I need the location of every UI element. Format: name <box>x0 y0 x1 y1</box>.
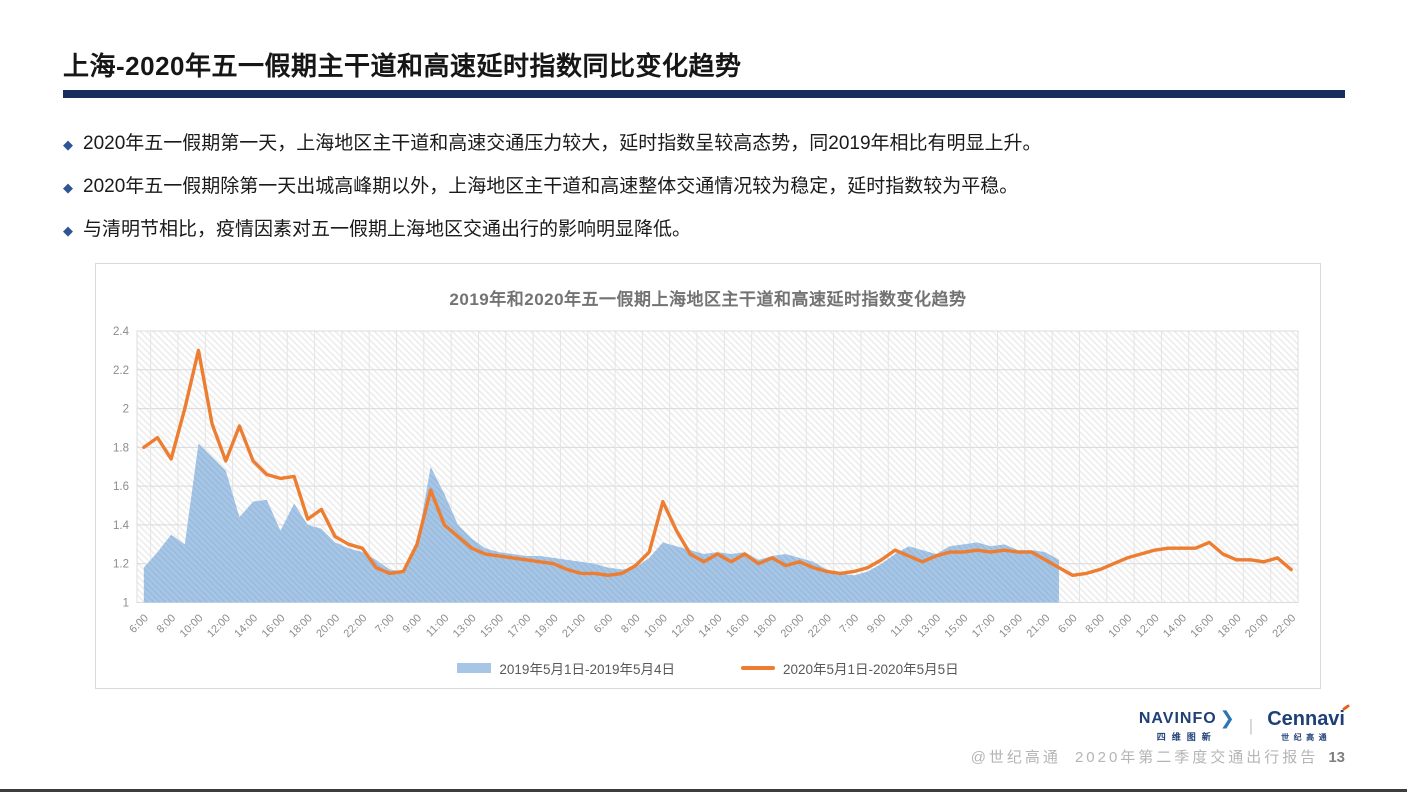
svg-text:1: 1 <box>123 598 129 610</box>
chart-card: 2019年和2020年五一假期上海地区主干道和高速延时指数变化趋势 1 1.2 1.… <box>95 263 1321 689</box>
bullet-text: 与清明节相比，疫情因素对五一假期上海地区交通出行的影响明显降低。 <box>83 219 692 240</box>
svg-text:1.4: 1.4 <box>113 520 130 532</box>
svg-text:19:00: 19:00 <box>533 612 561 640</box>
svg-text:11:00: 11:00 <box>424 612 451 639</box>
legend-item-2019: 2019年5月1日-2019年5月4日 <box>457 658 675 678</box>
svg-text:12:00: 12:00 <box>205 612 233 640</box>
page-title: 上海-2020年五一假期主干道和高速延时指数同比变化趋势 <box>63 51 742 81</box>
svg-text:15:00: 15:00 <box>478 612 506 640</box>
report-title-text: 2020年第二季度交通出行报告 <box>1074 749 1319 766</box>
svg-text:2.4: 2.4 <box>113 326 130 338</box>
cennavi-wordmark-text: Cennavi <box>1267 708 1345 730</box>
legend-item-2020: 2020年5月1日-2020年5月5日 <box>741 658 959 678</box>
navinfo-wordmark: NAVINFO <box>1138 709 1217 727</box>
credit-text: @世纪高通 <box>970 749 1061 766</box>
svg-text:14:00: 14:00 <box>1161 612 1189 640</box>
svg-text:20:00: 20:00 <box>779 612 807 640</box>
svg-text:17:00: 17:00 <box>505 612 533 640</box>
svg-text:10:00: 10:00 <box>1106 612 1134 640</box>
cennavi-wordmark: Cennavi <box>1267 703 1351 731</box>
cennavi-accent-mark <box>1341 703 1351 712</box>
y-axis-labels: 1 1.2 1.4 1.6 1.8 2 2.2 2.4 <box>113 326 130 610</box>
svg-text:14:00: 14:00 <box>697 612 725 640</box>
diamond-bullet-icon: ◆ <box>63 223 73 238</box>
svg-text:21:00: 21:00 <box>560 612 588 640</box>
svg-text:16:00: 16:00 <box>1188 612 1216 640</box>
svg-text:18:00: 18:00 <box>1216 612 1244 640</box>
navinfo-chinese-name: 四维图新 <box>1156 732 1217 742</box>
legend-label-2019: 2019年5月1日-2019年5月4日 <box>499 662 675 677</box>
svg-text:22:00: 22:00 <box>806 612 834 640</box>
svg-text:8:00: 8:00 <box>1083 612 1107 636</box>
svg-text:12:00: 12:00 <box>1134 612 1162 640</box>
bullet-text: 2020年五一假期除第一天出城高峰期以外，上海地区主干道和高速整体交通情况较为稳… <box>83 176 1019 197</box>
svg-text:19:00: 19:00 <box>997 612 1025 640</box>
svg-text:1.2: 1.2 <box>113 559 129 571</box>
slide-bottom-edge <box>0 789 1407 792</box>
svg-text:10:00: 10:00 <box>178 612 206 640</box>
bullet-item: ◆ 与清明节相比，疫情因素对五一假期上海地区交通出行的影响明显降低。 <box>63 216 1042 244</box>
chart-title: 2019年和2020年五一假期上海地区主干道和高速延时指数变化趋势 <box>449 290 967 309</box>
svg-text:1.6: 1.6 <box>113 481 129 493</box>
svg-text:18:00: 18:00 <box>751 612 779 640</box>
svg-text:8:00: 8:00 <box>155 612 179 636</box>
report-credit-line: @世纪高通 2020年第二季度交通出行报告 13 <box>971 746 1345 767</box>
diamond-bullet-icon: ◆ <box>63 137 73 152</box>
svg-text:16:00: 16:00 <box>724 612 752 640</box>
legend-label-2020: 2020年5月1日-2020年5月5日 <box>783 662 959 677</box>
svg-text:18:00: 18:00 <box>287 612 315 640</box>
svg-text:7:00: 7:00 <box>838 612 862 636</box>
svg-text:22:00: 22:00 <box>342 612 370 640</box>
bullet-item: ◆ 2020年五一假期第一天，上海地区主干道和高速交通压力较大，延时指数呈较高态… <box>63 130 1042 158</box>
title-underline-bar <box>63 90 1345 98</box>
svg-text:6:00: 6:00 <box>127 612 151 636</box>
svg-text:9:00: 9:00 <box>400 612 424 636</box>
svg-text:21:00: 21:00 <box>1024 612 1052 640</box>
diamond-bullet-icon: ◆ <box>63 180 73 195</box>
svg-text:7:00: 7:00 <box>373 612 397 636</box>
svg-text:11:00: 11:00 <box>888 612 915 639</box>
series-2020-line <box>142 348 1293 578</box>
chart-legend: 2019年5月1日-2019年5月4日 2020年5月1日-2020年5月5日 <box>96 658 1320 678</box>
svg-text:2.2: 2.2 <box>113 365 129 377</box>
bullet-list: ◆ 2020年五一假期第一天，上海地区主干道和高速交通压力较大，延时指数呈较高态… <box>63 130 1042 259</box>
svg-text:13:00: 13:00 <box>451 612 479 640</box>
svg-text:16:00: 16:00 <box>260 612 288 640</box>
svg-text:17:00: 17:00 <box>970 612 998 640</box>
logo-divider: | <box>1248 715 1254 735</box>
svg-text:20:00: 20:00 <box>314 612 342 640</box>
svg-text:6:00: 6:00 <box>592 612 616 636</box>
navinfo-chevron-icon: ❯ <box>1219 708 1235 728</box>
svg-text:12:00: 12:00 <box>669 612 697 640</box>
cennavi-chinese-name: 世纪高通 <box>1281 733 1332 742</box>
svg-text:6:00: 6:00 <box>1056 612 1080 636</box>
svg-text:10:00: 10:00 <box>642 612 670 640</box>
navinfo-wordmark-row: NAVINFO ❯ <box>1139 708 1235 729</box>
svg-text:14:00: 14:00 <box>232 612 260 640</box>
cennavi-logo: Cennavi 世纪高通 <box>1267 703 1351 743</box>
svg-text:13:00: 13:00 <box>915 612 943 640</box>
navinfo-logo: NAVINFO ❯ 四维图新 <box>1139 708 1235 743</box>
svg-text:15:00: 15:00 <box>943 612 971 640</box>
x-axis-labels: 6:00 8:00 10:00 12:00 14:00 16:00 18:00 20:00 22… <box>127 612 1298 640</box>
svg-text:1.8: 1.8 <box>113 442 129 454</box>
delay-index-chart: 11.21.41.61.822.22.46:00 8:00 10:00 12:00 14… <box>113 326 1299 640</box>
svg-text:22:00: 22:00 <box>1270 612 1298 640</box>
bullet-text: 2020年五一假期第一天，上海地区主干道和高速交通压力较大，延时指数呈较高态势，… <box>83 133 1042 154</box>
svg-text:2: 2 <box>123 404 129 416</box>
brand-logos: NAVINFO ❯ 四维图新 | Cennavi 世纪高通 <box>1139 703 1351 743</box>
legend-swatch-2020-line <box>741 666 775 670</box>
legend-swatch-2019-area <box>457 663 492 673</box>
svg-text:8:00: 8:00 <box>619 612 643 636</box>
page-number: 13 <box>1328 749 1345 766</box>
bullet-item: ◆ 2020年五一假期除第一天出城高峰期以外，上海地区主干道和高速整体交通情况较… <box>63 173 1042 201</box>
svg-text:20:00: 20:00 <box>1243 612 1271 640</box>
svg-text:9:00: 9:00 <box>865 612 889 636</box>
